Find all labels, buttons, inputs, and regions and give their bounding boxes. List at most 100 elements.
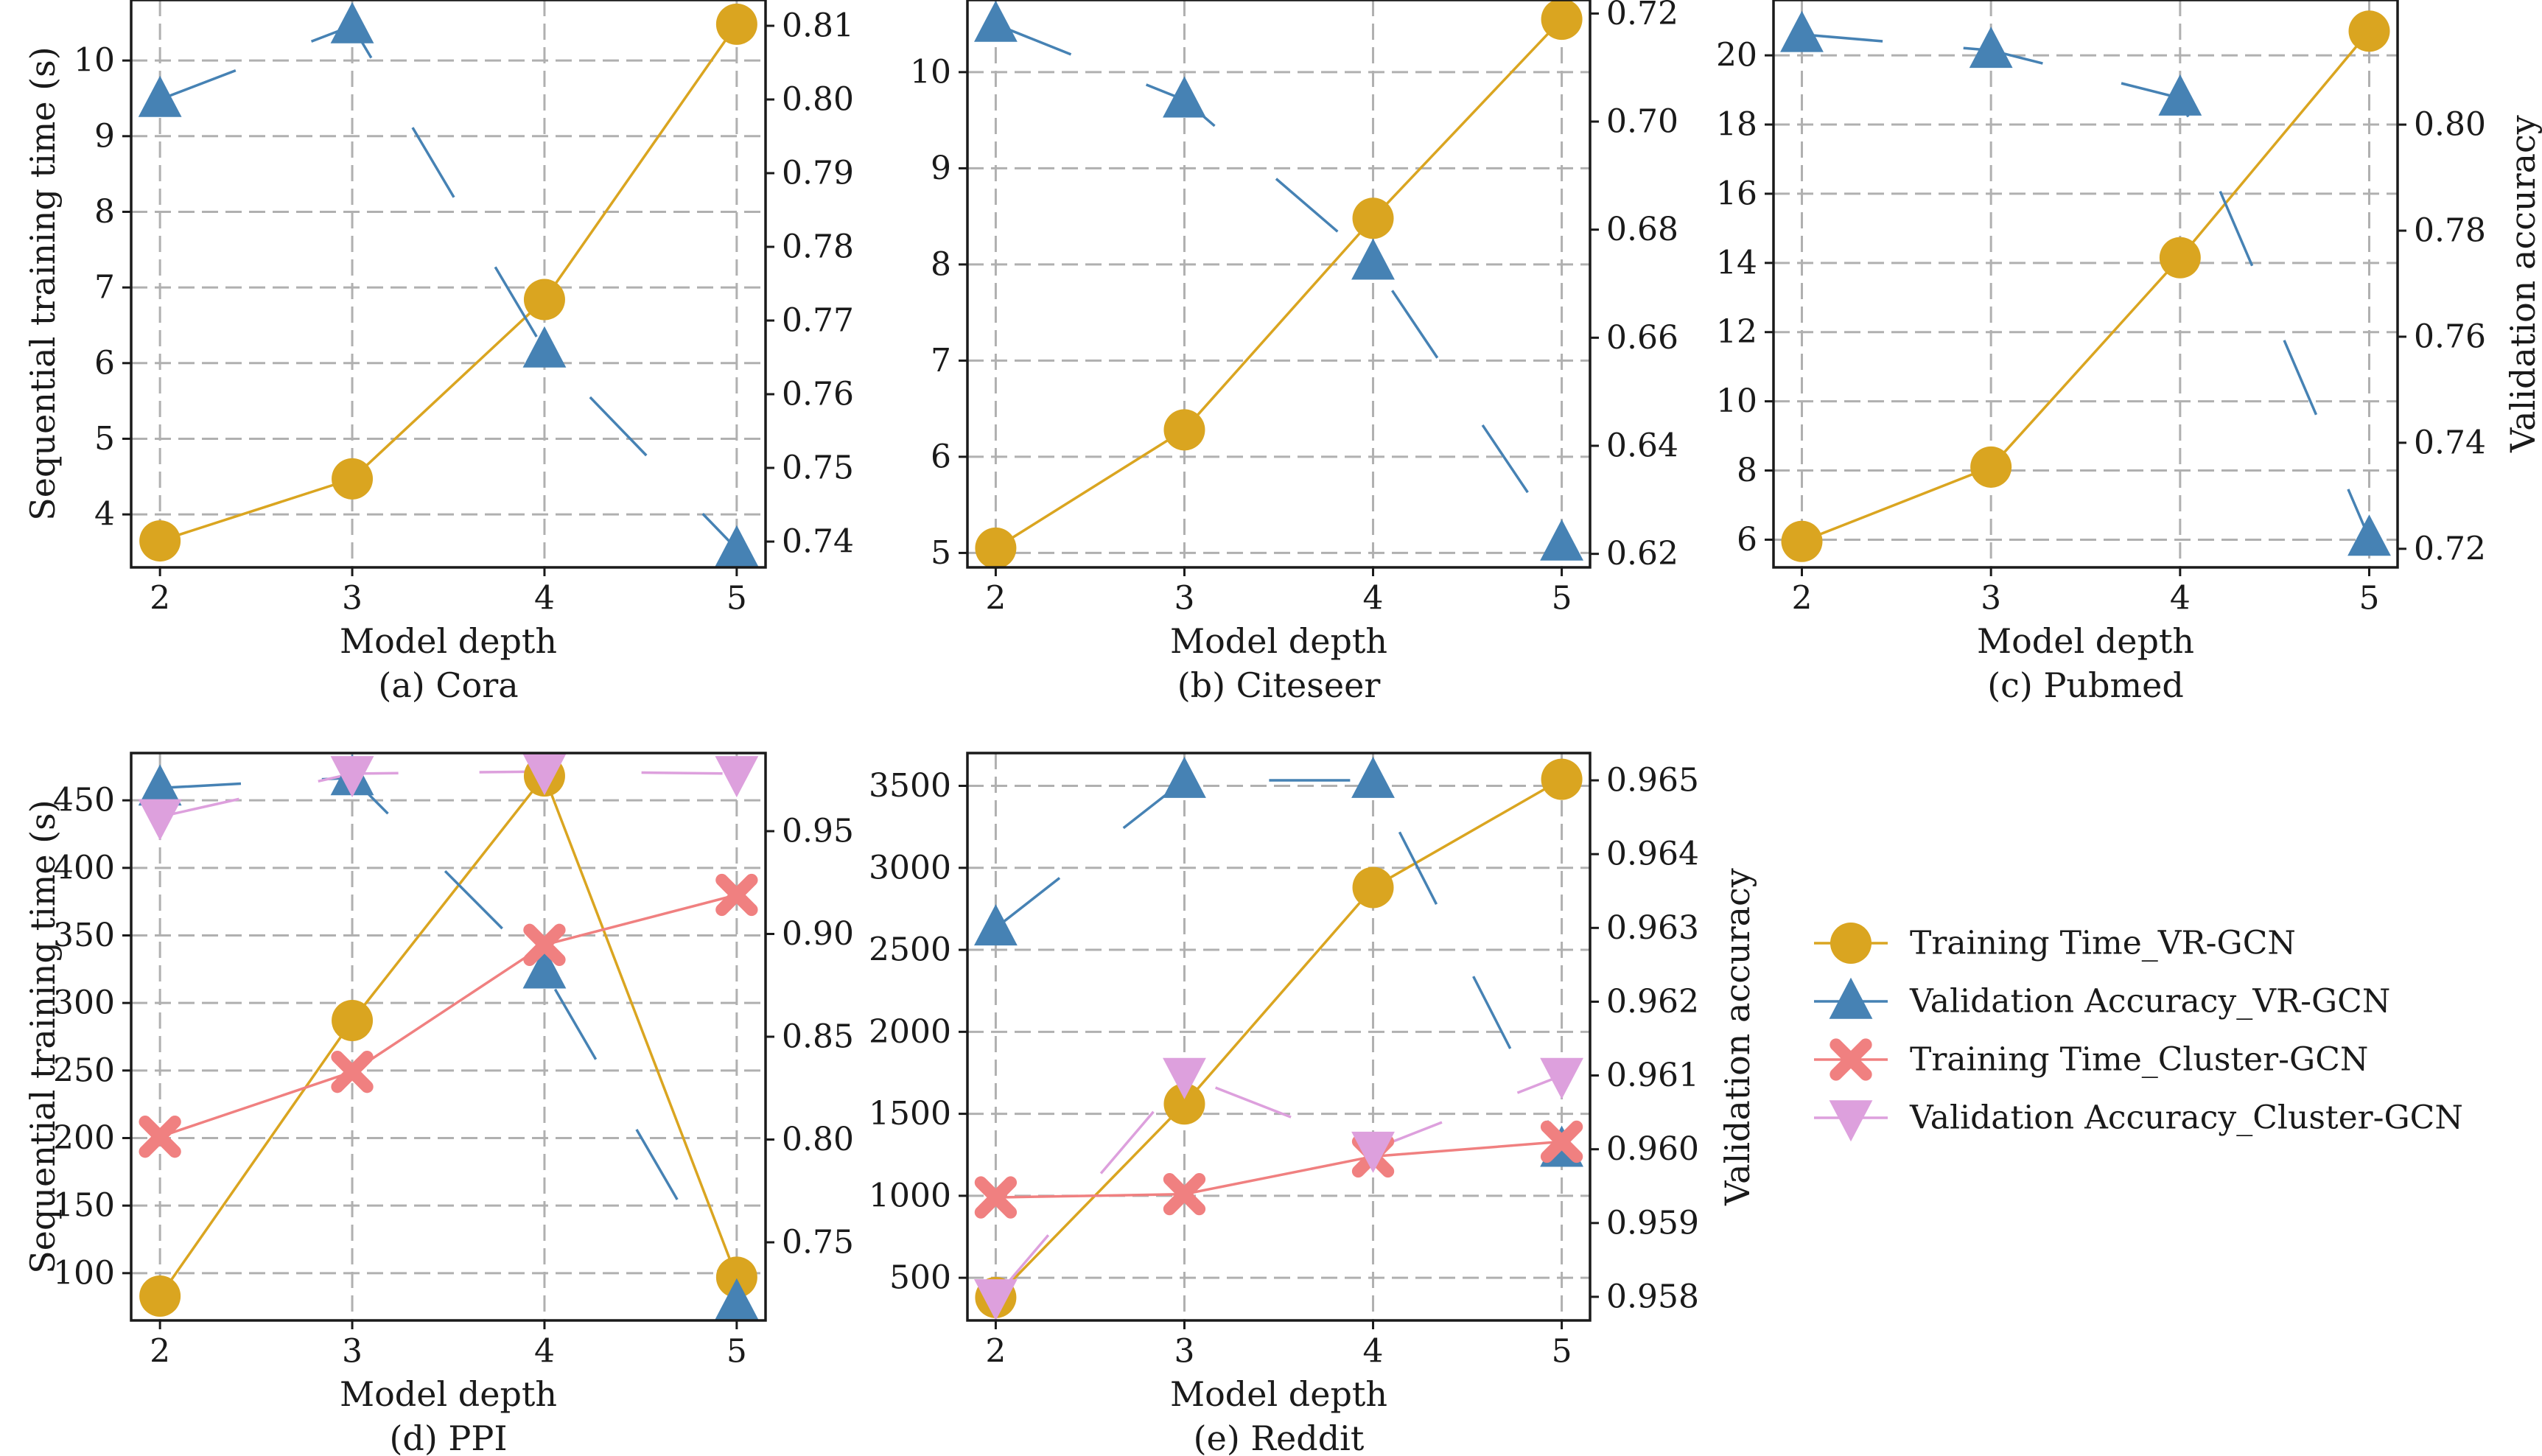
data-point (1780, 10, 1824, 52)
legend-entry: Validation Accuracy_Cluster-GCN (1814, 1099, 2463, 1142)
data-point (1540, 1057, 1583, 1099)
y-tick-label: 12 (1716, 313, 1757, 351)
legend-marker (1829, 1100, 1873, 1142)
data-point (1352, 867, 1394, 909)
data-point (1163, 76, 1206, 118)
y-tick-label: 18 (1716, 106, 1757, 144)
series-group (974, 756, 1583, 1321)
y2-tick-label: 0.80 (2414, 106, 2486, 144)
x-tick-label: 3 (1174, 580, 1194, 617)
y-tick-label: 6 (1737, 521, 1757, 559)
y2-tick-label: 0.62 (1606, 535, 1678, 573)
y-tick-label: 3500 (869, 767, 951, 805)
y-tick-label: 4 (94, 496, 115, 533)
series-line-3 (159, 893, 738, 1138)
grid-lines (131, 753, 766, 1320)
y-axis-label: Sequential training time (s) (23, 799, 63, 1273)
x-axis-label: Model depth (1170, 1374, 1387, 1414)
series-line-1 (159, 23, 738, 542)
y2-axis-label: Validation accuracy (1718, 868, 1757, 1206)
series-group (138, 1, 759, 567)
legend-label: Validation Accuracy_VR-GCN (1909, 983, 2390, 1021)
plot-area (1774, 0, 2398, 567)
y-tick-label: 8 (1737, 452, 1757, 489)
y-tick-label: 14 (1716, 244, 1757, 281)
data-point (1969, 27, 2013, 69)
y2-axis-ticks: 0.75 0.80 0.85 0.90 0.95 (766, 813, 854, 1261)
x-tick-label: 5 (726, 580, 747, 617)
y2-tick-label: 0.70 (1606, 103, 1678, 141)
plot-area (131, 753, 766, 1320)
y2-tick-label: 0.95 (782, 813, 854, 850)
data-point (974, 0, 1018, 42)
x-tick-label: 3 (1174, 1333, 1194, 1371)
data-point (975, 527, 1017, 569)
chart-caption: (c) Pubmed (1987, 665, 2184, 705)
data-point (139, 1275, 181, 1317)
data-point (715, 873, 758, 917)
y-tick-label: 10 (1716, 382, 1757, 420)
chart-panel-3: 2 3 4 5 6 8 10 12 14 16 18 20 0.72 0.74 0.76 0.78 0.80 Mo… (1716, 0, 2542, 705)
y2-tick-label: 0.74 (782, 523, 854, 561)
y2-tick-label: 0.81 (782, 7, 854, 45)
data-point (715, 1256, 757, 1298)
x-axis-ticks: 2 3 4 5 (985, 1320, 1572, 1371)
series-group (974, 0, 1583, 569)
data-point (330, 1, 374, 43)
y2-tick-label: 0.965 (1606, 762, 1699, 799)
data-point (715, 525, 759, 567)
y-tick-label: 5 (931, 534, 951, 572)
series-line-1 (995, 778, 1563, 1299)
plot-frame (966, 752, 1592, 1322)
chart-panel-2: 2 3 4 5 5 6 7 8 9 10 0.62 0.64 0.66 0.68 0.70 0.72 Model… (910, 0, 1678, 705)
y2-tick-label: 0.76 (2414, 318, 2486, 355)
data-point (1541, 758, 1583, 800)
y-tick-label: 150 (53, 1187, 115, 1225)
data-point (1540, 1120, 1583, 1163)
data-point (1351, 238, 1395, 280)
grid-lines (967, 753, 1590, 1320)
y2-tick-label: 0.90 (782, 915, 854, 953)
data-point (1163, 756, 1206, 798)
y2-tick-label: 0.75 (782, 1223, 854, 1261)
legend-label: Training Time_VR-GCN (1910, 925, 2296, 962)
x-tick-label: 2 (985, 580, 1006, 617)
plot-frame (966, 0, 1592, 569)
y2-tick-label: 0.76 (782, 376, 854, 413)
data-point (974, 904, 1018, 946)
y2-tick-label: 0.85 (782, 1018, 854, 1056)
y2-tick-label: 0.78 (782, 228, 854, 266)
x-tick-label: 5 (1552, 1333, 1572, 1371)
y-tick-label: 1500 (869, 1095, 951, 1133)
y2-axis-label: Validation accuracy (2503, 115, 2542, 453)
data-point (139, 1116, 181, 1158)
y2-axis-ticks: 0.958 0.959 0.960 0.961 0.962 0.963 0.964 0.965 (1590, 762, 1699, 1315)
plot-area (967, 753, 1590, 1320)
y2-tick-label: 0.959 (1606, 1204, 1699, 1242)
data-point (974, 1279, 1018, 1321)
x-axis-label: Model depth (340, 1374, 557, 1414)
series-line-2 (995, 23, 1564, 544)
x-axis-ticks: 2 3 4 5 (150, 1320, 747, 1371)
y-tick-label: 2000 (869, 1013, 951, 1051)
x-tick-label: 3 (342, 580, 363, 617)
plot-frame (1772, 0, 2399, 569)
series-line-2 (995, 779, 1564, 1150)
y2-tick-label: 0.78 (2414, 212, 2486, 250)
chart-panel-5: 2 3 4 55001000150020002500300035000.9580.95… (869, 752, 1757, 1456)
x-axis-ticks: 2 3 4 5 (1792, 567, 2380, 617)
legend: Training Time_VR-GCN Validation Accuracy_… (1814, 923, 2463, 1142)
y-axis-label: Sequential training time (s) (23, 46, 63, 520)
legend-label: Validation Accuracy_Cluster-GCN (1909, 1099, 2463, 1137)
y-tick-label: 6 (94, 344, 115, 382)
data-point (1970, 446, 2012, 488)
y2-tick-label: 0.964 (1606, 836, 1699, 873)
y-tick-label: 500 (889, 1259, 951, 1297)
series-group (138, 754, 759, 1320)
x-axis-ticks: 2 3 4 5 (150, 567, 747, 617)
y-tick-label: 7 (94, 269, 115, 307)
y2-tick-label: 0.958 (1606, 1278, 1699, 1315)
data-point (2347, 514, 2391, 556)
chart-caption: (e) Reddit (1194, 1418, 1365, 1456)
